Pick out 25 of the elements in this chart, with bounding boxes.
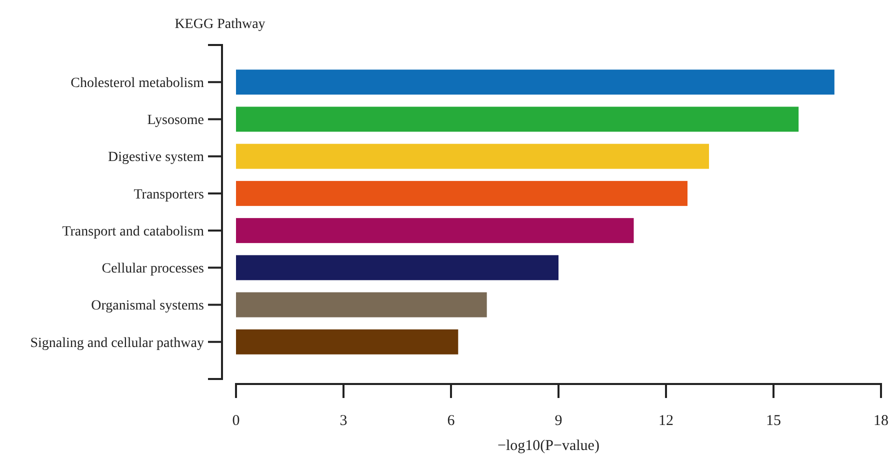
y-tick-label: Digestive system bbox=[108, 150, 204, 166]
y-tick-label: Transport and catabolism bbox=[62, 224, 204, 240]
x-tick-label: 18 bbox=[874, 413, 888, 429]
bar bbox=[236, 144, 709, 169]
x-tick-label: 12 bbox=[658, 413, 674, 429]
bar bbox=[236, 329, 458, 354]
y-axis-title: KEGG Pathway bbox=[174, 17, 266, 32]
x-tick-label: 6 bbox=[447, 413, 456, 429]
x-tick-label: 0 bbox=[232, 413, 240, 429]
y-tick-label: Cholesterol metabolism bbox=[70, 76, 204, 92]
y-tick-label: Lysosome bbox=[147, 113, 204, 128]
bar bbox=[236, 255, 558, 280]
y-tick-label: Signaling and cellular pathway bbox=[30, 336, 204, 351]
x-tick-label: 15 bbox=[766, 413, 781, 429]
y-tick-label: Cellular processes bbox=[102, 262, 204, 277]
y-tick-label: Organismal systems bbox=[91, 298, 204, 314]
x-tick-label: 3 bbox=[340, 413, 348, 429]
bar bbox=[236, 180, 688, 206]
bar bbox=[236, 106, 799, 132]
x-axis-title: −log10(P−value) bbox=[498, 438, 600, 454]
bar bbox=[236, 70, 834, 95]
x-tick-label: 9 bbox=[554, 413, 562, 429]
y-tick-label: Transporters bbox=[134, 187, 204, 202]
bar bbox=[236, 218, 634, 244]
bar bbox=[236, 292, 487, 318]
